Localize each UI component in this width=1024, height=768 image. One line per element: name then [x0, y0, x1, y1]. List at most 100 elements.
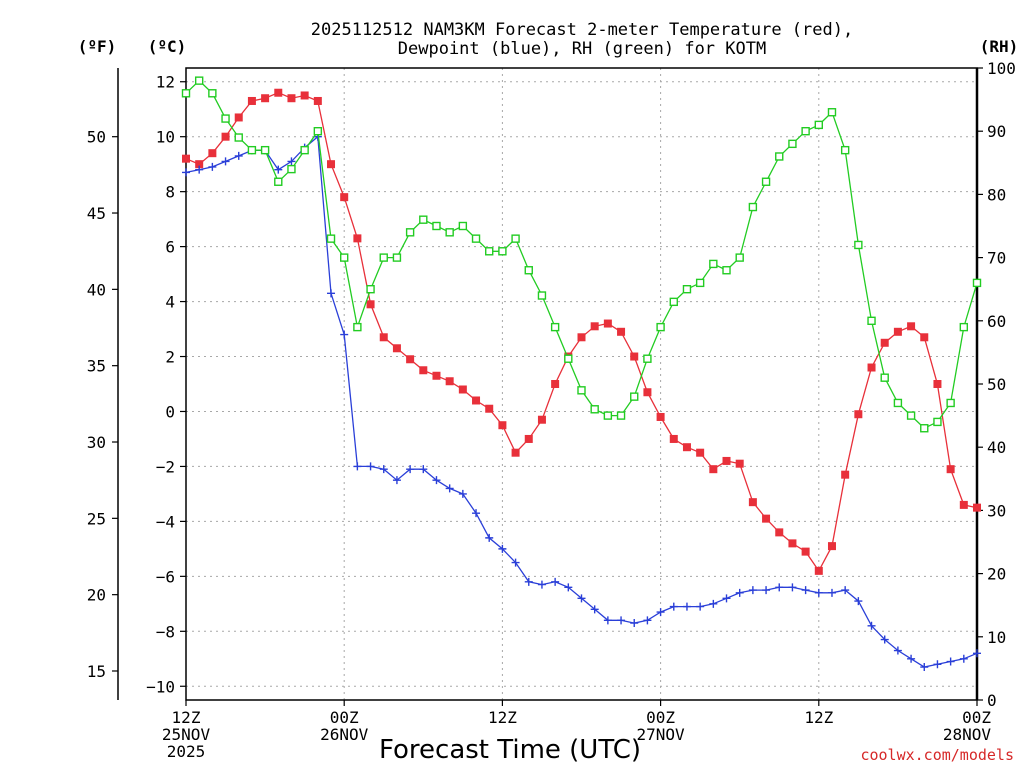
- rh-point: [801, 126, 810, 136]
- fahrenheit-tick-label: 25: [87, 509, 106, 528]
- rh-point: [656, 322, 665, 332]
- fahrenheit-tick-label: 35: [87, 357, 106, 376]
- fahrenheit-tick-label: 40: [87, 280, 106, 299]
- dewpoint-point: [933, 660, 942, 669]
- axes-layer: −10−8−6−4−202468101215202530354045500102…: [87, 59, 1016, 761]
- rh-point: [550, 322, 560, 332]
- fahrenheit-unit-label: (ºF): [78, 37, 117, 56]
- dewpoint-point: [959, 654, 968, 663]
- rh-point: [287, 164, 296, 174]
- temperature-point: [327, 160, 336, 169]
- temperature-point: [472, 396, 481, 405]
- rh-point: [458, 221, 468, 231]
- dewpoint-point: [221, 157, 230, 166]
- rh-point: [392, 253, 402, 262]
- temperature-point: [406, 355, 415, 364]
- dewpoint-point: [379, 465, 388, 474]
- dewpoint-point: [920, 663, 929, 672]
- temperature-point: [603, 319, 612, 328]
- temperature-point: [973, 503, 981, 512]
- series-layer: [181, 76, 982, 672]
- rh-point: [722, 266, 731, 275]
- temperature-point: [722, 456, 731, 465]
- celsius-tick-label: 0: [165, 402, 175, 421]
- temperature-point: [551, 380, 560, 388]
- rh-point: [405, 228, 415, 237]
- rh-point: [300, 145, 309, 155]
- temperature-point: [590, 322, 599, 331]
- dewpoint-point: [748, 586, 757, 595]
- dewpoint-point: [735, 588, 744, 597]
- rh-point: [643, 354, 652, 363]
- rh-point: [234, 133, 243, 142]
- temperature-point: [709, 465, 718, 474]
- celsius-tick-label: −4: [156, 512, 175, 531]
- credit-text: coolwx.com/models: [860, 746, 1014, 764]
- rh-tick-label: 60: [987, 312, 1006, 331]
- rh-tick-label: 70: [987, 249, 1006, 268]
- rh-point: [313, 126, 323, 136]
- rh-point: [194, 76, 204, 85]
- x-tick-label: 27NOV: [637, 725, 686, 744]
- dewpoint-point: [893, 646, 902, 655]
- rh-point: [419, 215, 428, 224]
- temperature-point: [959, 500, 968, 509]
- temperature-point: [208, 149, 217, 158]
- temperature-point: [511, 448, 520, 457]
- fahrenheit-tick-label: 15: [87, 662, 106, 681]
- rh-point: [788, 139, 797, 149]
- temperature-point: [880, 338, 889, 347]
- fahrenheit-tick-label: 20: [87, 586, 106, 605]
- rh-point: [471, 234, 481, 243]
- rh-point: [748, 202, 758, 212]
- dewpoint-point: [669, 602, 678, 611]
- rh-point: [933, 417, 942, 427]
- temperature-point: [696, 448, 705, 457]
- rh-point: [709, 259, 718, 269]
- temperature-point: [682, 443, 691, 452]
- dewpoint-point: [406, 465, 415, 474]
- temperature-point: [221, 132, 230, 141]
- temperature-point: [920, 333, 929, 342]
- celsius-tick-label: −2: [156, 457, 175, 476]
- grid-layer: [185, 68, 978, 700]
- x-tick-label: 00Z: [330, 708, 359, 727]
- dewpoint-point: [590, 605, 599, 614]
- temperature-point: [432, 371, 441, 380]
- rh-point: [682, 285, 692, 294]
- series-line-0: [185, 91, 978, 573]
- dewpoint-point: [603, 616, 612, 625]
- dewpoint-point: [867, 621, 876, 630]
- rh-point: [880, 373, 889, 382]
- dewpoint-point: [722, 594, 731, 603]
- rh-tick-label: 10: [987, 628, 1006, 647]
- rh-point: [867, 316, 876, 325]
- rh-point: [247, 145, 257, 155]
- rh-point: [590, 405, 599, 414]
- celsius-unit-label: (ºC): [148, 37, 187, 56]
- x-tick-label: 00Z: [962, 708, 991, 727]
- temperature-point: [537, 415, 546, 424]
- dewpoint-point: [392, 476, 401, 485]
- dewpoint-point: [577, 594, 586, 603]
- fahrenheit-tick-label: 50: [87, 128, 106, 147]
- celsius-tick-label: 10: [156, 128, 175, 147]
- dewpoint-point: [419, 465, 428, 474]
- rh-point: [564, 354, 573, 363]
- rh-point: [814, 120, 823, 130]
- dewpoint-point: [524, 577, 533, 586]
- rh-tick-label: 80: [987, 185, 1006, 204]
- temperature-point: [353, 234, 362, 243]
- temperature-point: [735, 459, 744, 468]
- temperature-point: [366, 300, 375, 309]
- temperature-point: [300, 91, 309, 100]
- temperature-point: [182, 154, 190, 163]
- temperature-point: [669, 434, 678, 443]
- temperature-point: [247, 96, 256, 105]
- dewpoint-point: [801, 586, 810, 595]
- dewpoint-point: [234, 151, 243, 160]
- dewpoint-point: [274, 165, 283, 174]
- dewpoint-point: [827, 588, 836, 597]
- rh-point: [827, 108, 837, 117]
- rh-point: [260, 145, 270, 155]
